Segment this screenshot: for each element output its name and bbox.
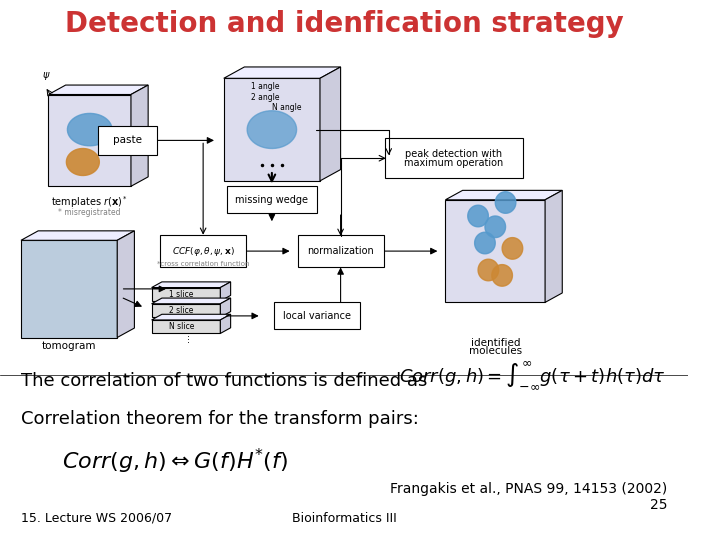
Text: identified: identified xyxy=(470,338,520,348)
Text: Detection and idenfication strategy: Detection and idenfication strategy xyxy=(65,10,624,38)
Polygon shape xyxy=(485,216,505,238)
Polygon shape xyxy=(117,231,135,338)
Polygon shape xyxy=(48,94,131,186)
Text: 15. Lecture WS 2006/07: 15. Lecture WS 2006/07 xyxy=(21,512,172,525)
Polygon shape xyxy=(220,282,230,301)
Text: $Corr(g,h)=\int_{-\infty}^{\infty} g(\tau+t)h(\tau)d\tau$: $Corr(g,h)=\int_{-\infty}^{\infty} g(\ta… xyxy=(399,359,666,392)
FancyBboxPatch shape xyxy=(385,138,523,178)
Text: 1 angle: 1 angle xyxy=(251,82,280,91)
Text: normalization: normalization xyxy=(307,246,374,256)
Polygon shape xyxy=(220,314,230,333)
Polygon shape xyxy=(545,191,562,302)
FancyBboxPatch shape xyxy=(228,186,317,213)
Text: maximum operation: maximum operation xyxy=(405,158,503,168)
Polygon shape xyxy=(66,148,99,176)
Polygon shape xyxy=(21,231,135,240)
Text: N angle: N angle xyxy=(272,104,302,112)
Polygon shape xyxy=(224,78,320,181)
Text: $CCF(\varphi,\theta,\psi,\mathbf{x})$: $CCF(\varphi,\theta,\psi,\mathbf{x})$ xyxy=(171,245,235,258)
Polygon shape xyxy=(152,314,230,320)
Text: 2 angle: 2 angle xyxy=(251,93,280,102)
Polygon shape xyxy=(131,85,148,186)
Polygon shape xyxy=(152,320,220,333)
Text: ...: ... xyxy=(181,333,191,342)
Polygon shape xyxy=(152,303,220,317)
Polygon shape xyxy=(247,111,297,148)
Text: $Corr(g,h)\Leftrightarrow G(f)H^{*}(f)$: $Corr(g,h)\Leftrightarrow G(f)H^{*}(f)$ xyxy=(62,447,288,476)
FancyBboxPatch shape xyxy=(274,302,359,329)
Text: 1 slice: 1 slice xyxy=(168,290,193,299)
Text: Bioinformatics III: Bioinformatics III xyxy=(292,512,397,525)
Text: peak detection with: peak detection with xyxy=(405,150,503,159)
Text: paste: paste xyxy=(113,136,142,145)
FancyBboxPatch shape xyxy=(297,235,384,267)
Polygon shape xyxy=(220,298,230,317)
Polygon shape xyxy=(446,191,562,200)
Polygon shape xyxy=(320,67,341,181)
FancyBboxPatch shape xyxy=(160,235,246,267)
Text: Correlation theorem for the transform pairs:: Correlation theorem for the transform pa… xyxy=(21,409,419,428)
Polygon shape xyxy=(446,200,545,302)
Text: N slice: N slice xyxy=(168,322,194,331)
Text: 2 slice: 2 slice xyxy=(168,306,193,315)
Polygon shape xyxy=(152,282,230,287)
FancyBboxPatch shape xyxy=(99,125,157,156)
Text: The correlation of two functions is defined as: The correlation of two functions is defi… xyxy=(21,372,428,390)
Polygon shape xyxy=(21,240,117,338)
Text: 25: 25 xyxy=(649,498,667,512)
Text: $\psi$: $\psi$ xyxy=(42,70,50,82)
Polygon shape xyxy=(152,298,230,303)
Polygon shape xyxy=(495,192,516,213)
Polygon shape xyxy=(492,265,513,286)
Polygon shape xyxy=(478,259,499,281)
Text: * misregistrated: * misregistrated xyxy=(58,208,121,217)
Polygon shape xyxy=(474,232,495,254)
Polygon shape xyxy=(152,287,220,301)
Text: templates $r(\mathbf{x})^*$: templates $r(\mathbf{x})^*$ xyxy=(51,194,128,211)
Polygon shape xyxy=(468,205,488,227)
Text: tomogram: tomogram xyxy=(42,341,96,350)
Polygon shape xyxy=(68,113,112,146)
Polygon shape xyxy=(224,67,341,78)
Text: Frangakis et al., PNAS 99, 14153 (2002): Frangakis et al., PNAS 99, 14153 (2002) xyxy=(390,482,667,496)
Text: local variance: local variance xyxy=(282,311,351,321)
Polygon shape xyxy=(48,85,148,94)
Text: missing wedge: missing wedge xyxy=(235,195,308,205)
Text: molecules: molecules xyxy=(469,346,522,356)
Polygon shape xyxy=(502,238,523,259)
Text: *cross correlation function: *cross correlation function xyxy=(157,260,249,267)
